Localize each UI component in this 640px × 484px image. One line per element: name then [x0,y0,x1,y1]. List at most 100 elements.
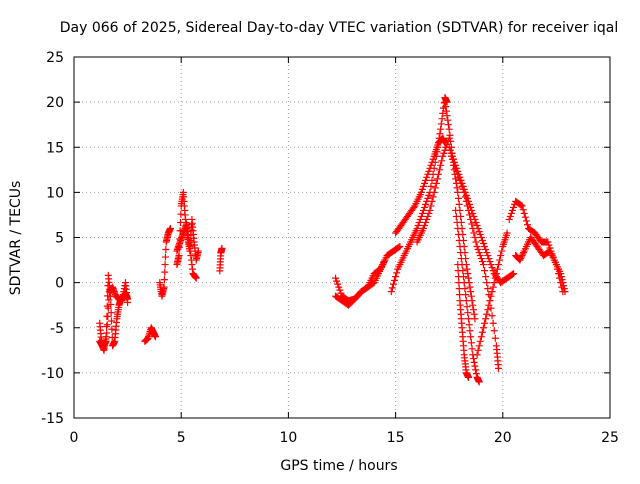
data-point [453,167,461,175]
data-point [425,209,433,217]
data-point [555,270,563,278]
data-series [512,234,567,296]
data-point [452,164,460,172]
data-point [388,284,396,292]
data-point [432,179,440,187]
data-point [414,221,422,229]
data-point [445,143,453,151]
data-point [161,268,169,276]
data-point [490,327,498,335]
data-point [467,215,475,223]
x-tick-label: 10 [279,430,297,446]
data-series [473,229,511,359]
data-point [472,370,480,378]
data-point [454,170,462,178]
data-point [333,277,341,285]
y-tick-label: -5 [50,321,64,337]
data-point [464,270,472,278]
data-point [483,310,491,318]
grid-layer [74,57,610,418]
data-point [449,158,457,166]
data-point [470,212,478,220]
data-point [484,285,492,293]
data-point [454,188,462,196]
data-point [160,283,168,291]
data-point [506,212,514,220]
data-point [426,164,434,172]
data-point [218,244,226,252]
data-point [495,261,503,269]
data-point [431,184,439,192]
data-point [440,149,448,157]
data-series [96,279,132,352]
data-point [470,229,478,237]
data-point [510,203,518,211]
data-point [507,209,515,217]
data-point [481,319,489,327]
data-point [454,261,462,269]
data-point [418,209,426,217]
data-point [467,333,475,341]
data-point [452,175,460,183]
data-point [461,193,469,201]
data-point [396,243,404,251]
data-point [124,298,132,306]
data-point [427,161,435,169]
data-point [422,218,430,226]
data-point [160,276,168,284]
y-tick-label: 25 [46,50,64,66]
data-point [483,249,491,257]
data-point [488,264,496,272]
data-point [468,345,476,353]
data-point [518,252,526,260]
data-point [103,329,111,337]
data-point [387,288,395,296]
data-point [464,274,472,282]
data-point [508,270,516,278]
data-point [464,309,472,317]
data-point [427,182,435,190]
data-point [433,175,441,183]
data-point [453,184,461,192]
data-point [453,218,461,226]
data-point [487,261,495,269]
data-point [423,173,431,181]
data-point [477,255,485,263]
data-point [454,230,462,238]
data-point [456,176,464,184]
data-point [464,206,472,214]
data-point [428,176,436,184]
data-point [473,243,481,251]
data-point [447,137,455,145]
data-point [437,161,445,169]
data-point [464,373,472,381]
data-point [474,346,482,354]
data-point [442,107,450,115]
data-point [469,355,477,363]
data-point [486,297,494,305]
data-point [489,267,497,275]
data-point [455,200,463,208]
data-point [463,265,471,273]
data-point [476,230,484,238]
data-point [421,179,429,187]
data-point [454,273,462,281]
data-point [472,366,480,374]
data-point [482,273,490,281]
data-point [522,217,530,225]
ticks-layer: 0 5 10 15 20 25 -15 -10 -5 0 5 10 15 20 25 [41,50,619,446]
data-point [452,212,460,220]
data-point [553,265,561,273]
data-point [413,224,421,232]
data-point [462,291,470,299]
data-point [439,109,447,117]
data-point [488,312,496,320]
data-point [425,191,433,199]
data-point [482,246,490,254]
x-axis-label: GPS time / hours [280,458,397,474]
y-tick-label: 10 [46,185,64,201]
data-point [410,203,418,211]
data-point [544,238,552,246]
data-point [455,279,463,287]
data-point [495,364,503,372]
